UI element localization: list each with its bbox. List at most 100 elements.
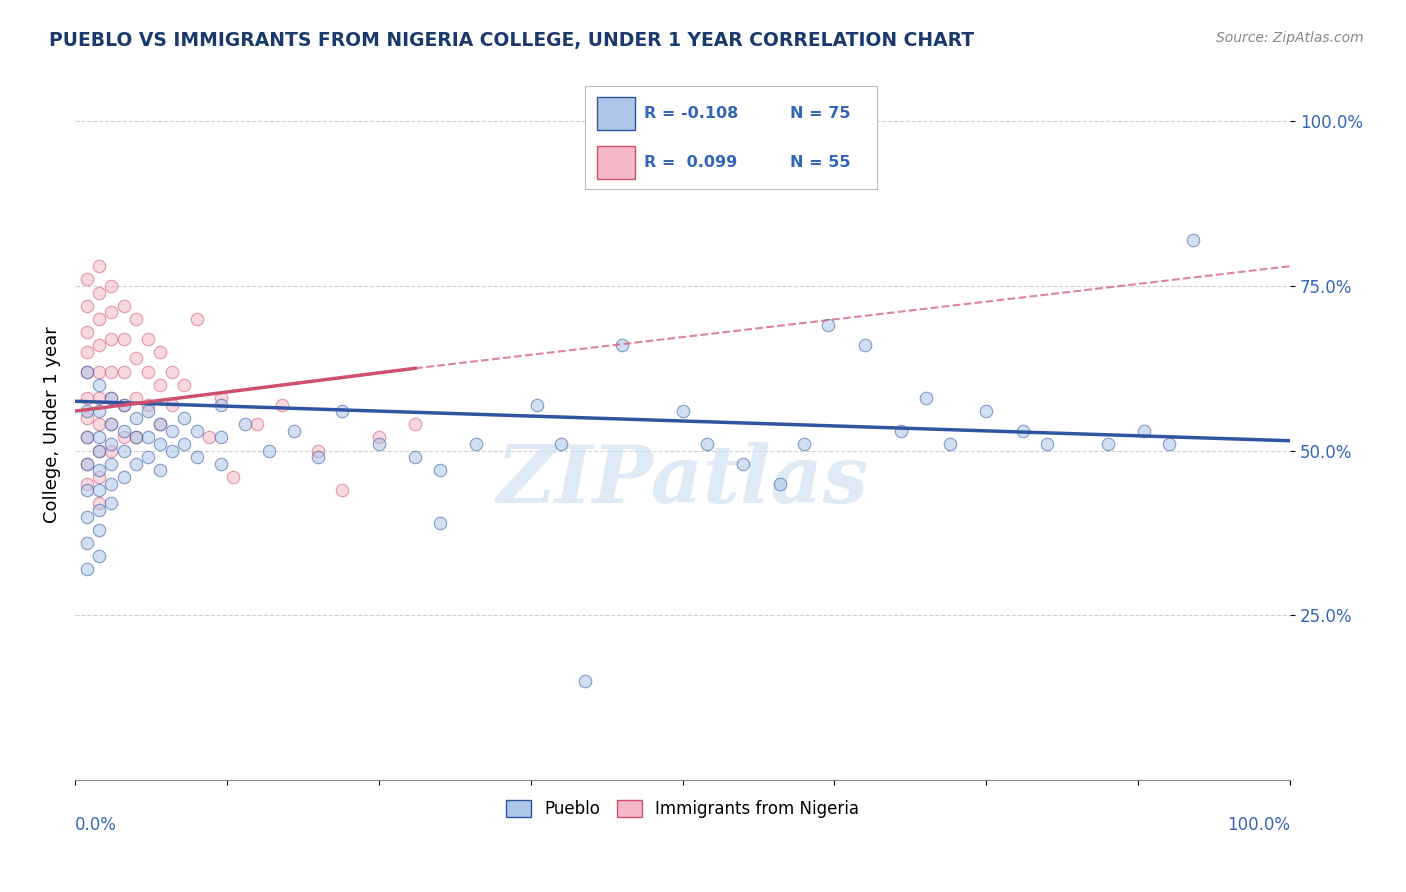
Point (186, 450, 208, 465)
Point (136, 430, 159, 444)
Point (160, 443, 183, 458)
Point (89, 377, 111, 392)
Point (173, 410, 195, 425)
Point (89, 463, 111, 477)
Point (100, 476, 122, 491)
Point (100, 437, 122, 451)
Point (671, 404, 693, 418)
Point (1181, 233, 1204, 247)
Point (100, 443, 122, 458)
Point (89, 503, 111, 517)
Point (112, 430, 135, 444)
Point (89, 285, 111, 300)
Point (89, 496, 111, 510)
Point (307, 443, 329, 458)
Point (1011, 424, 1033, 438)
Point (1133, 424, 1156, 438)
Point (733, 457, 755, 471)
Point (76, 562, 98, 576)
Point (89, 417, 111, 432)
Point (89, 311, 111, 326)
Point (976, 404, 998, 418)
Point (125, 430, 148, 444)
Point (76, 457, 98, 471)
Point (209, 391, 232, 405)
Point (574, 674, 596, 689)
Point (186, 311, 208, 326)
Point (330, 483, 353, 498)
Text: ZIPatlas: ZIPatlas (496, 442, 869, 520)
Point (89, 259, 111, 273)
Point (136, 450, 159, 465)
Point (149, 417, 172, 432)
Point (125, 391, 148, 405)
Point (136, 398, 159, 412)
Point (89, 443, 111, 458)
Point (89, 470, 111, 484)
Point (853, 338, 876, 352)
Point (76, 391, 98, 405)
Point (404, 450, 426, 465)
Point (100, 391, 122, 405)
Point (173, 377, 195, 392)
Point (112, 470, 135, 484)
Point (112, 424, 135, 438)
Point (149, 417, 172, 432)
Point (125, 457, 148, 471)
Point (307, 450, 329, 465)
Point (100, 496, 122, 510)
Point (173, 437, 195, 451)
Point (112, 398, 135, 412)
Point (149, 344, 172, 359)
Point (100, 332, 122, 346)
Point (76, 365, 98, 379)
Point (100, 457, 122, 471)
Point (76, 476, 98, 491)
Point (526, 398, 548, 412)
Point (160, 424, 183, 438)
Point (465, 437, 488, 451)
Point (76, 365, 98, 379)
Point (89, 391, 111, 405)
Point (125, 351, 148, 366)
Point (550, 437, 572, 451)
Point (270, 398, 292, 412)
Point (246, 417, 269, 432)
Point (112, 443, 135, 458)
Point (136, 404, 159, 418)
Point (125, 311, 148, 326)
Point (76, 430, 98, 444)
Point (76, 536, 98, 550)
Point (112, 365, 135, 379)
Point (429, 516, 451, 530)
Point (233, 417, 256, 432)
Legend: Pueblo, Immigrants from Nigeria: Pueblo, Immigrants from Nigeria (499, 794, 866, 825)
Point (149, 463, 172, 477)
Point (160, 365, 183, 379)
Point (76, 483, 98, 498)
Point (817, 318, 839, 333)
Point (76, 410, 98, 425)
Point (367, 437, 389, 451)
Point (112, 398, 135, 412)
Point (136, 332, 159, 346)
Point (76, 509, 98, 524)
Point (112, 332, 135, 346)
Point (100, 391, 122, 405)
Point (160, 398, 183, 412)
Point (76, 404, 98, 418)
Point (89, 549, 111, 563)
Point (100, 305, 122, 319)
Text: 100.0%: 100.0% (1227, 815, 1291, 834)
Point (100, 365, 122, 379)
Point (1036, 437, 1059, 451)
Point (89, 365, 111, 379)
Point (125, 430, 148, 444)
Point (89, 523, 111, 537)
Point (89, 430, 111, 444)
Point (76, 430, 98, 444)
Point (186, 424, 208, 438)
Point (89, 443, 111, 458)
Point (890, 424, 912, 438)
Point (89, 404, 111, 418)
